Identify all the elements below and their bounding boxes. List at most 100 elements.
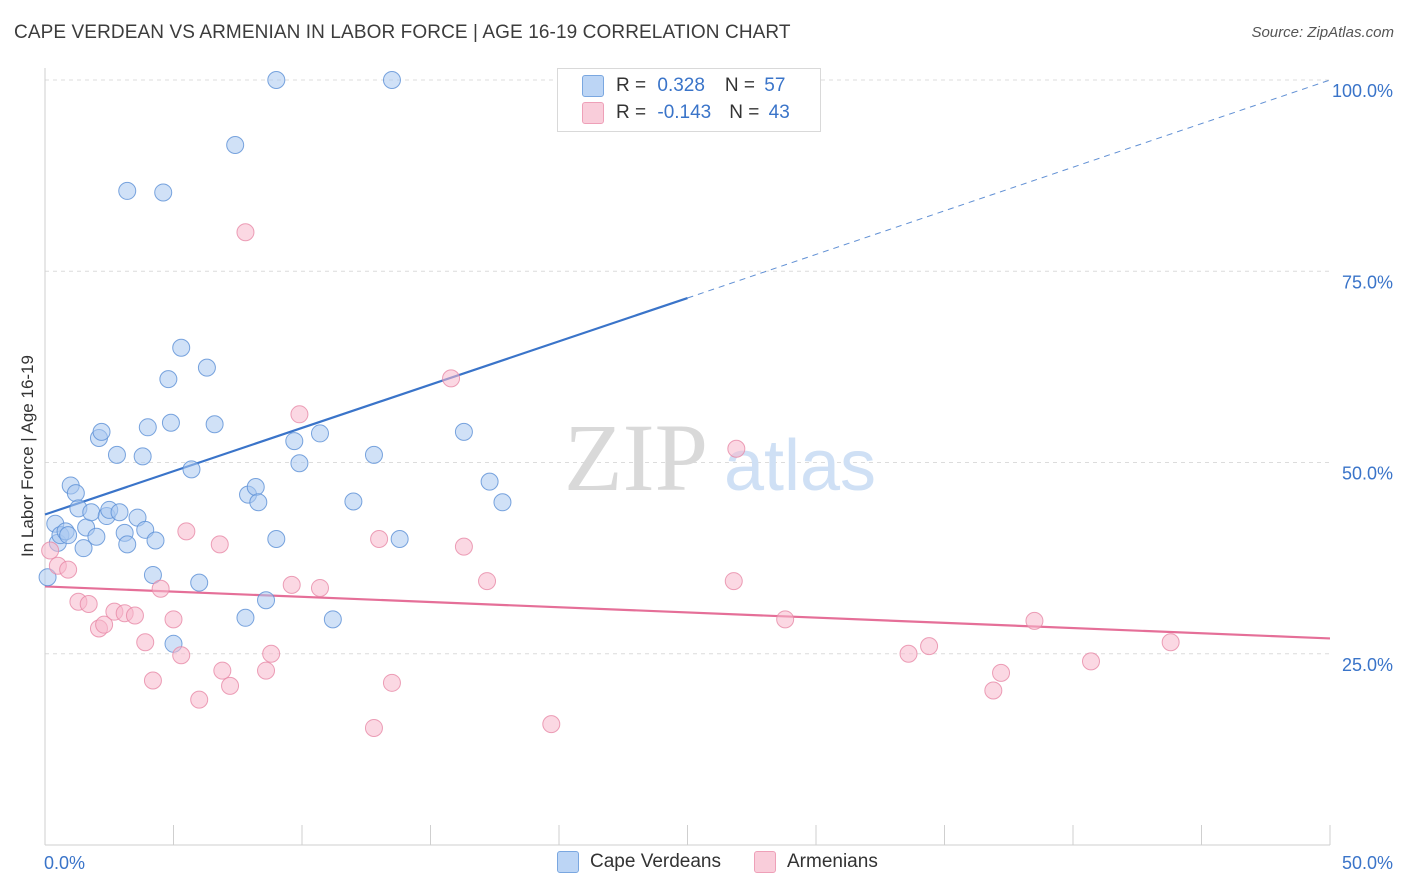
cape-verdean-point [110,503,129,522]
cape-verdean-point [87,527,106,546]
legend-r-value: -0.143 [657,102,712,123]
bottom-legend-swatch-blue [557,851,579,873]
armenian-point [290,405,309,424]
armenian-point [164,610,183,629]
cape-verdean-point [249,493,268,512]
bottom-legend-armenians: Armenians [754,851,878,873]
chart-title: CAPE VERDEAN VS ARMENIAN IN LABOR FORCE … [14,22,791,43]
armenian-point [984,681,1003,700]
legend-r-label: R = [616,102,652,123]
cape-verdean-point [257,591,276,610]
cape-verdean-point [267,71,286,89]
cape-verdean-point [205,415,224,434]
legend-n-label: N = [724,75,761,96]
armenian-point [724,572,743,591]
y-tick-label: 100.0% [1332,81,1393,101]
cape-verdean-point [480,472,499,491]
cape-verdean-point [190,573,209,592]
source-label: Source: ZipAtlas.com [1251,24,1394,41]
legend-r-value: 0.328 [657,75,705,96]
armenian-point [210,535,229,554]
legend-swatch-blue [582,75,604,97]
cape-verdean-point [344,492,363,511]
cape-verdean-point [246,477,265,496]
cape-verdean-point [138,418,157,437]
cape-verdean-point [38,568,57,587]
cape-verdean-point [390,530,409,548]
cape-verdean-point [382,71,401,89]
armenian-point [41,541,60,560]
cape-verdean-point [118,181,137,200]
armenian-point [1081,652,1100,671]
y-tick-label: 25.0% [1342,655,1393,675]
watermark-zip: ZIP [564,404,708,511]
armenian-point [151,579,170,598]
cape-verdean-point [454,422,473,441]
watermark-atlas: atlas [724,426,876,506]
cape-verdean-point [82,503,101,522]
gridlines [45,79,1330,655]
armenian-point [136,633,155,652]
armenian-point [542,715,561,734]
bottom-legend-label: Cape Verdeans [590,851,721,872]
legend-n-value: 57 [764,75,786,96]
cape-verdean-point [118,535,137,554]
y-tick-label: 50.0% [1342,464,1393,484]
axes [44,68,1331,846]
cape-verdean-point [323,610,342,629]
armenian-point [899,644,918,663]
bottom-legend-label: Armenians [787,851,878,872]
legend-r-label: R = [616,75,652,96]
armenian-point [95,615,114,634]
armenian-point [125,606,144,625]
armenian-point [776,610,795,629]
data-points [38,71,1180,737]
armenian-point [727,439,746,458]
trend-lines [44,79,1331,640]
cape-verdean-point [285,432,304,451]
tick-labels: 25.0% 50.0% 75.0% 100.0% 0.0% 50.0% [44,81,1393,873]
bottom-legend-swatch-pink [754,851,776,873]
armenian-point [442,369,461,388]
cape-verdean-point [172,338,191,357]
cape-verdean-point [154,183,173,202]
y-tick-label: 75.0% [1342,272,1393,292]
cape-verdean-point [267,530,286,548]
armenian-point [310,578,329,597]
legend-row-armenians: R = -0.143 N = 43 [582,100,790,126]
cape-verdean-point [290,454,309,473]
x-tick-label-min: 0.0% [44,853,85,873]
legend-n-label: N = [729,102,765,123]
armenian-point [370,530,389,548]
armenian-point [143,671,162,690]
armenian-point [262,644,281,663]
legend-n-value: 43 [768,102,790,123]
armenian-point [177,522,196,541]
armenian-point [213,661,232,680]
armenian-point [190,690,209,709]
cape-verdean-point [143,565,162,584]
cape-verdean-point [493,493,512,512]
cape-verdean-point [159,370,178,389]
armenian-trend-line [44,585,1331,640]
armenian-point [79,595,98,614]
armenian-point [236,223,255,242]
armenian-point [172,646,191,665]
cape-verdean-point [310,424,329,443]
stats-legend: R = 0.328 N = 57 R = -0.143 N = 43 [557,68,821,132]
armenian-point [221,676,240,695]
armenian-point [364,718,383,737]
cape-verdean-point [182,460,201,479]
armenian-point [382,673,401,692]
cape-verdean-point [59,526,78,545]
cape-verdean-point [161,413,180,432]
cape-verdean-trend-extension [687,79,1331,299]
cape-verdean-point [92,422,111,441]
cape-verdean-trend-line [44,296,688,516]
cape-verdean-point [364,445,383,464]
legend-swatch-pink [582,102,604,124]
cape-verdean-point [133,447,152,466]
armenian-point [257,661,276,680]
armenian-point [920,637,939,656]
watermark: ZIP atlas [564,404,876,511]
